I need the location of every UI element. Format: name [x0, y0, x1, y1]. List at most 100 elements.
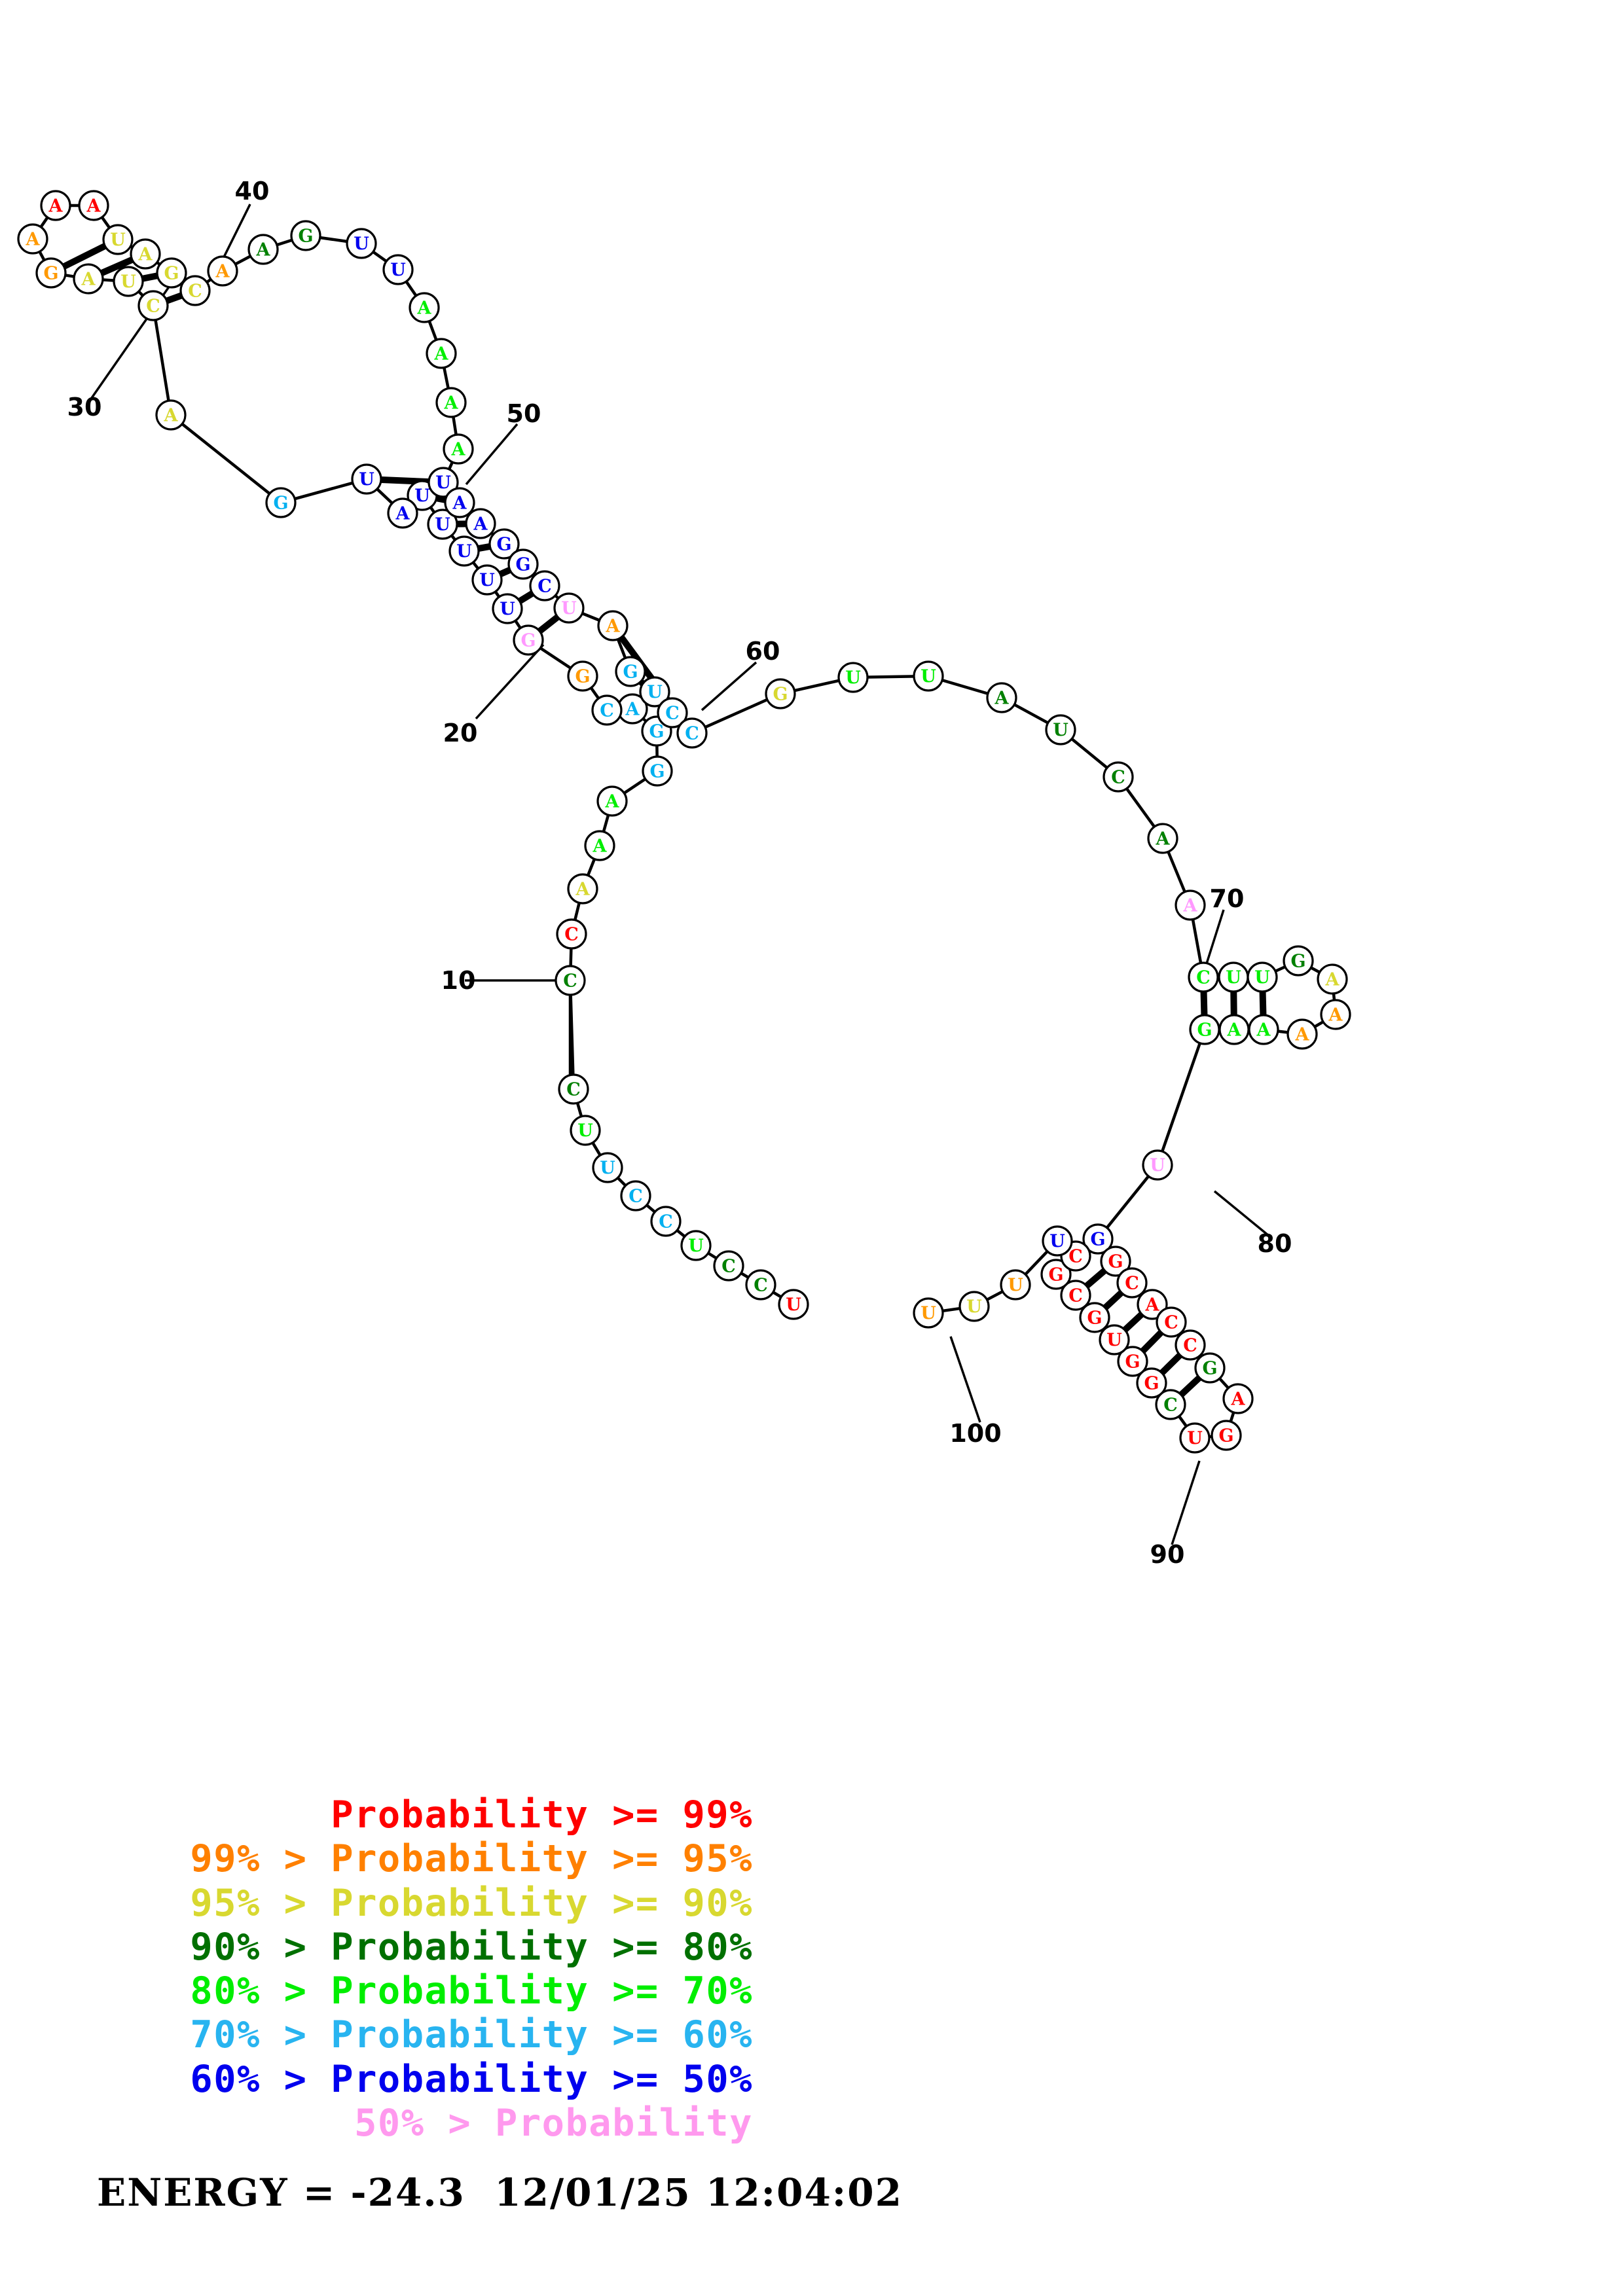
nucleotide[interactable]: U: [1099, 1324, 1130, 1355]
nucleotide-circle[interactable]: [113, 266, 144, 297]
nucleotide-circle[interactable]: [78, 190, 109, 221]
nucleotide-circle[interactable]: [290, 220, 321, 251]
nucleotide-circle[interactable]: [426, 338, 457, 369]
nucleotide[interactable]: U: [382, 254, 414, 285]
nucleotide[interactable]: U: [639, 676, 670, 708]
nucleotide[interactable]: U: [1218, 961, 1249, 993]
nucleotide-circle[interactable]: [529, 570, 560, 601]
nucleotide-circle[interactable]: [913, 660, 944, 692]
nucleotide[interactable]: U: [592, 1152, 623, 1183]
nucleotide[interactable]: U: [492, 593, 523, 624]
nucleotide-circle[interactable]: [351, 463, 382, 495]
nucleotide-circle[interactable]: [448, 535, 480, 567]
nucleotide-circle[interactable]: [247, 234, 279, 265]
nucleotide[interactable]: A: [78, 190, 109, 221]
nucleotide[interactable]: C: [1175, 1329, 1206, 1361]
nucleotide-circle[interactable]: [1247, 961, 1278, 993]
nucleotide-circle[interactable]: [1136, 1367, 1167, 1399]
nucleotide[interactable]: U: [1142, 1149, 1173, 1181]
nucleotide[interactable]: G: [567, 660, 598, 692]
nucleotide-circle[interactable]: [1142, 1149, 1173, 1181]
nucleotide[interactable]: C: [1156, 1306, 1187, 1338]
nucleotide-circle[interactable]: [1175, 1329, 1206, 1361]
nucleotide[interactable]: G: [1100, 1246, 1131, 1277]
nucleotide[interactable]: C: [650, 1206, 682, 1237]
nucleotide[interactable]: U: [1042, 1225, 1073, 1257]
nucleotide[interactable]: G: [765, 678, 796, 709]
nucleotide-circle[interactable]: [409, 292, 440, 323]
nucleotide-circle[interactable]: [1040, 1259, 1072, 1290]
nucleotide[interactable]: A: [1317, 963, 1348, 995]
nucleotide-circle[interactable]: [584, 830, 615, 861]
nucleotide[interactable]: C: [1060, 1280, 1091, 1311]
nucleotide[interactable]: U: [1000, 1269, 1031, 1300]
nucleotide[interactable]: A: [426, 338, 457, 369]
nucleotide-circle[interactable]: [1103, 761, 1134, 793]
nucleotide-circle[interactable]: [137, 290, 169, 321]
nucleotide-circle[interactable]: [1317, 963, 1348, 995]
nucleotide-circle[interactable]: [958, 1291, 990, 1322]
nucleotide-circle[interactable]: [492, 593, 523, 624]
nucleotide-circle[interactable]: [1286, 1018, 1318, 1050]
nucleotide[interactable]: U: [1045, 714, 1076, 745]
nucleotide[interactable]: A: [130, 238, 161, 270]
nucleotide[interactable]: U: [778, 1289, 809, 1320]
nucleotide[interactable]: G: [1082, 1223, 1114, 1255]
nucleotide-circle[interactable]: [556, 918, 587, 950]
nucleotide[interactable]: C: [529, 570, 560, 601]
nucleotide-circle[interactable]: [40, 190, 71, 221]
nucleotide-circle[interactable]: [986, 682, 1017, 713]
nucleotide[interactable]: C: [1103, 761, 1134, 793]
nucleotide[interactable]: A: [597, 610, 629, 641]
nucleotide-circle[interactable]: [1188, 961, 1219, 993]
nucleotide-circle[interactable]: [1320, 999, 1351, 1030]
nucleotide-circle[interactable]: [650, 1206, 682, 1237]
nucleotide-circle[interactable]: [591, 694, 623, 726]
nucleotide-circle[interactable]: [1211, 1420, 1242, 1451]
nucleotide[interactable]: A: [409, 292, 440, 323]
nucleotide-circle[interactable]: [1045, 714, 1076, 745]
nucleotide[interactable]: G: [1117, 1346, 1148, 1377]
nucleotide-circle[interactable]: [657, 697, 688, 728]
nucleotide-circle[interactable]: [676, 717, 708, 749]
nucleotide[interactable]: A: [73, 263, 104, 295]
nucleotide[interactable]: G: [1040, 1259, 1072, 1290]
nucleotide[interactable]: A: [617, 693, 648, 725]
nucleotide-circle[interactable]: [1179, 1422, 1211, 1454]
nucleotide[interactable]: U: [837, 662, 869, 693]
nucleotide-circle[interactable]: [1222, 1383, 1254, 1414]
nucleotide[interactable]: G: [642, 755, 673, 787]
nucleotide[interactable]: C: [591, 694, 623, 726]
nucleotide-circle[interactable]: [102, 224, 134, 255]
nucleotide[interactable]: G: [1136, 1367, 1167, 1399]
nucleotide[interactable]: U: [427, 509, 458, 540]
nucleotide-circle[interactable]: [17, 223, 48, 255]
nucleotide-circle[interactable]: [592, 1152, 623, 1183]
nucleotide[interactable]: A: [435, 387, 467, 418]
nucleotide-circle[interactable]: [156, 257, 187, 289]
nucleotide[interactable]: U: [913, 660, 944, 692]
nucleotide-circle[interactable]: [1060, 1280, 1091, 1311]
nucleotide[interactable]: G: [1079, 1302, 1110, 1333]
nucleotide-circle[interactable]: [567, 660, 598, 692]
nucleotide-circle[interactable]: [765, 678, 796, 709]
nucleotide[interactable]: C: [745, 1269, 776, 1300]
nucleotide[interactable]: U: [1179, 1422, 1211, 1454]
nucleotide[interactable]: U: [346, 228, 377, 259]
nucleotide[interactable]: U: [553, 592, 585, 624]
nucleotide-circle[interactable]: [488, 528, 520, 560]
nucleotide-circle[interactable]: [570, 1115, 601, 1146]
nucleotide[interactable]: G: [156, 257, 187, 289]
nucleotide[interactable]: G: [507, 548, 539, 580]
nucleotide-circle[interactable]: [346, 228, 377, 259]
nucleotide[interactable]: G: [615, 656, 646, 687]
nucleotide-circle[interactable]: [1116, 1267, 1148, 1299]
nucleotide[interactable]: G: [1211, 1420, 1242, 1451]
nucleotide-circle[interactable]: [1283, 945, 1314, 977]
nucleotide[interactable]: G: [513, 624, 544, 656]
nucleotide-circle[interactable]: [427, 509, 458, 540]
nucleotide-circle[interactable]: [265, 487, 297, 518]
nucleotide-circle[interactable]: [1137, 1289, 1168, 1320]
nucleotide[interactable]: A: [584, 830, 615, 861]
nucleotide-circle[interactable]: [35, 257, 67, 289]
